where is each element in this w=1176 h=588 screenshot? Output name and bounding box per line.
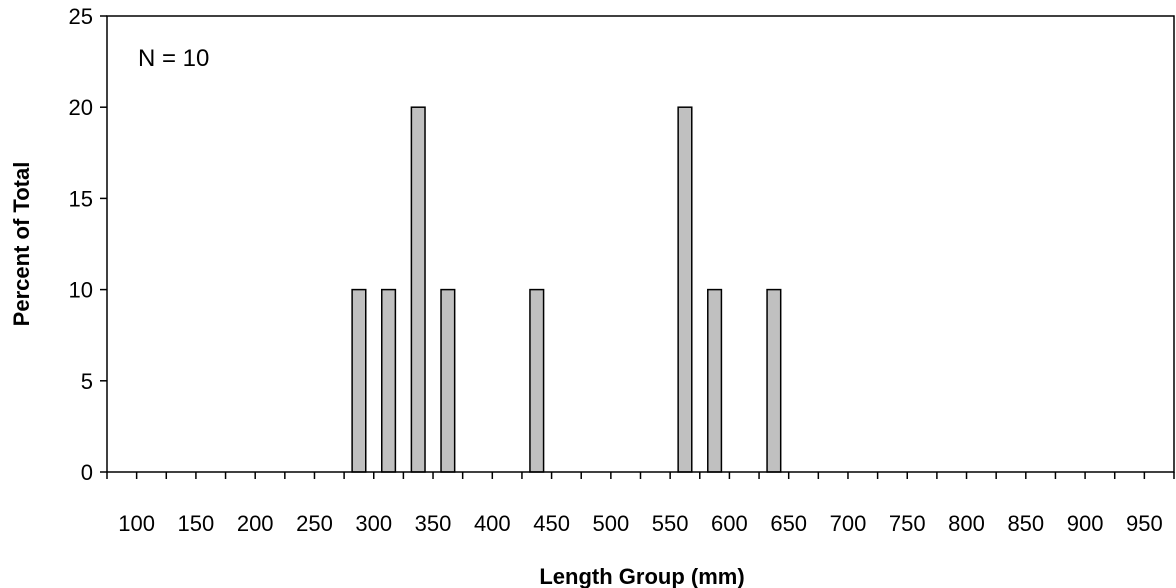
bar: [410, 106, 426, 473]
y-tick-label: 25: [69, 4, 93, 29]
x-tick-label: 600: [711, 511, 748, 536]
x-tick-label: 100: [118, 511, 155, 536]
x-tick-label: 400: [474, 511, 511, 536]
x-tick-label: 250: [296, 511, 333, 536]
y-tick-label: 0: [81, 460, 93, 485]
x-tick-label: 500: [593, 511, 630, 536]
bar: [381, 288, 397, 473]
bar: [440, 288, 456, 473]
annotation-n: N = 10: [138, 45, 209, 72]
y-tick-label: 15: [69, 186, 93, 211]
x-tick-label: 450: [533, 511, 570, 536]
x-tick-label: 850: [1007, 511, 1044, 536]
x-tick-label: 150: [178, 511, 215, 536]
bar: [351, 288, 367, 473]
y-tick-label: 20: [69, 95, 93, 120]
axes-group: 0 5 10 15 20 25 100 150 200 250 300 350 400 450 500 550…: [69, 4, 1175, 536]
x-tick-label: 800: [948, 511, 985, 536]
y-tick-label: 10: [69, 278, 93, 303]
x-tick-label: 550: [652, 511, 689, 536]
x-tick-label: 650: [770, 511, 807, 536]
x-tick-label: 900: [1067, 511, 1104, 536]
bar: [766, 288, 782, 473]
x-tick-label: 200: [237, 511, 274, 536]
x-axis-title: Length Group (mm): [539, 564, 744, 588]
bar: [677, 106, 693, 473]
y-axis-title: Percent of Total: [9, 162, 34, 327]
x-tick-label: 300: [355, 511, 392, 536]
bar: [707, 288, 723, 473]
bars-group: [351, 106, 782, 473]
plot-frame: [106, 15, 1175, 473]
x-tick-label: 950: [1126, 511, 1163, 536]
x-tick-label: 750: [889, 511, 926, 536]
y-tick-label: 5: [81, 369, 93, 394]
x-tick-label: 700: [830, 511, 867, 536]
x-tick-label: 350: [415, 511, 452, 536]
bar: [529, 288, 545, 473]
